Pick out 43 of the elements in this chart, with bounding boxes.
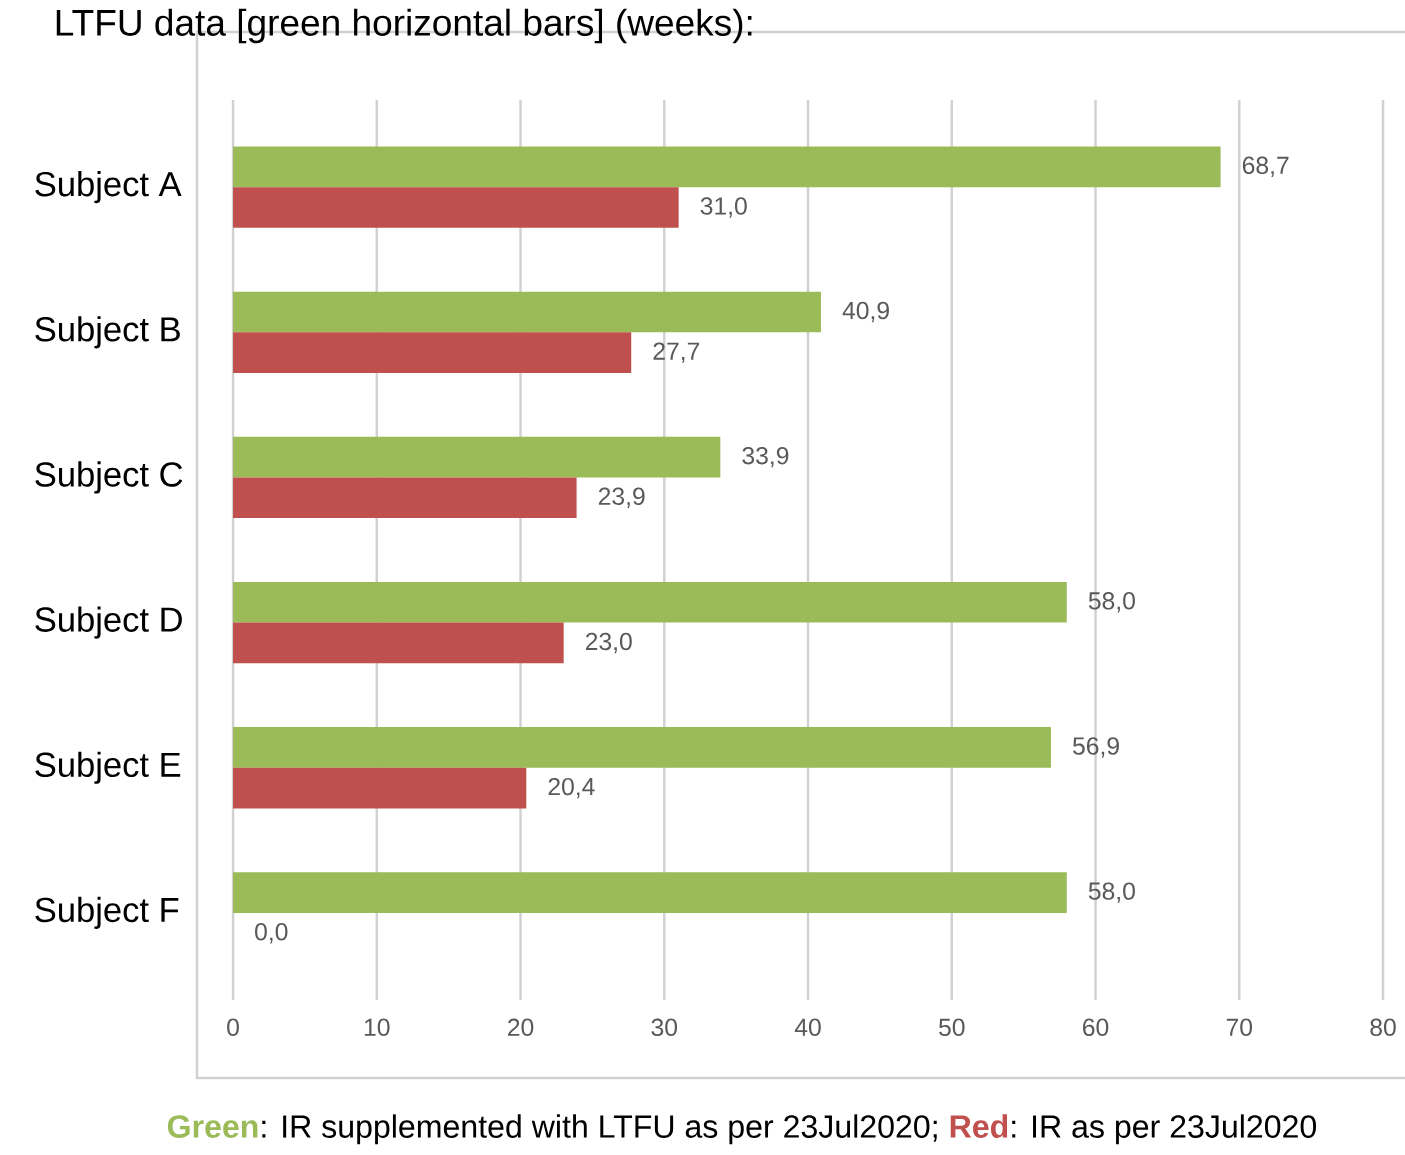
data-label: 23,9 xyxy=(598,487,645,508)
bar xyxy=(233,581,1067,623)
y-tick-label: Subject F xyxy=(35,896,179,930)
bar xyxy=(233,146,1221,188)
data-label: 33,9 xyxy=(742,446,789,468)
chart-title: LTFU data [green horizontal bars] (weeks): xyxy=(56,8,752,44)
y-tick-label: Subject A xyxy=(35,171,182,204)
data-label: 58,0 xyxy=(1088,882,1135,903)
data-label: 0,0 xyxy=(255,923,288,944)
data-label: 31,0 xyxy=(700,197,747,218)
text: Red xyxy=(950,1114,1008,1138)
data-label: 56,9 xyxy=(1073,737,1119,758)
x-tick-label: 80 xyxy=(1370,1018,1396,1037)
x-tick-label: 0 xyxy=(227,1018,239,1037)
bar xyxy=(233,436,721,478)
data-label: 68,7 xyxy=(1242,156,1289,178)
y-tick-label: Subject D xyxy=(35,606,182,639)
x-tick-label: 10 xyxy=(364,1018,390,1037)
data-label: 20,4 xyxy=(548,777,595,799)
x-tick-label: 70 xyxy=(1226,1018,1253,1037)
bar xyxy=(233,727,1051,768)
data-label: 27,7 xyxy=(653,342,700,363)
x-tick-label: 60 xyxy=(1083,1018,1109,1037)
y-tick-label: Subject B xyxy=(35,316,180,349)
x-tick-label: 40 xyxy=(794,1018,821,1037)
x-tick-label: 30 xyxy=(651,1018,678,1037)
bar xyxy=(233,477,577,519)
data-label: 23,0 xyxy=(585,632,632,654)
bar xyxy=(233,187,679,228)
text: : IR supplemented with LTFU as per 23Jul2020; xyxy=(262,1114,937,1145)
text: Green xyxy=(167,1115,258,1138)
x-tick-label: 50 xyxy=(939,1018,965,1037)
bar xyxy=(233,767,527,809)
y-tick-label: Subject E xyxy=(35,751,181,784)
bar xyxy=(233,291,821,333)
bar xyxy=(233,332,632,373)
x-tick-label: 20 xyxy=(508,1018,534,1037)
bar xyxy=(233,872,1067,913)
text: : IR as per 23Jul2020 xyxy=(1012,1114,1317,1145)
data-label: 40,9 xyxy=(842,301,889,323)
bar xyxy=(233,622,564,664)
data-label: 58,0 xyxy=(1088,592,1135,613)
y-tick-label: Subject C xyxy=(35,461,183,494)
